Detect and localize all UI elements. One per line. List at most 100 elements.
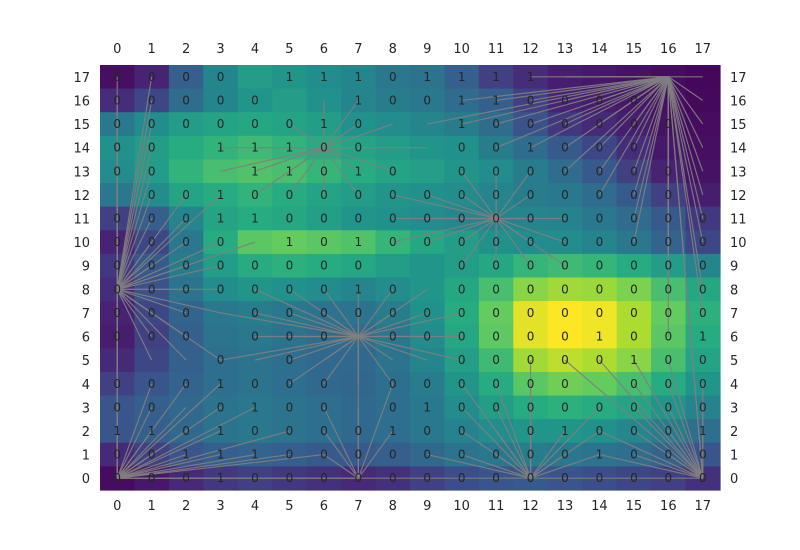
heatmap-cell: [203, 112, 239, 137]
network-edge: [116, 383, 187, 479]
cell-value-label: 0: [217, 93, 225, 107]
network-edge: [357, 288, 394, 337]
network-edge: [289, 335, 359, 361]
cell-value-label: 0: [561, 400, 569, 414]
y-tick-label-left: 1: [82, 449, 90, 464]
network-lines: [116, 76, 704, 479]
cell-value-label: 1: [355, 70, 363, 84]
cell-value-label: 0: [113, 93, 121, 107]
x-tick-label-top: 16: [660, 42, 677, 57]
cell-value-label: 0: [423, 188, 431, 202]
network-edge: [633, 76, 669, 219]
x-tick-label-bottom: 13: [557, 499, 574, 514]
network-edge: [323, 123, 359, 149]
heatmap-cell: [685, 301, 721, 326]
cell-value-label: 1: [217, 188, 225, 202]
cell-value-label: 0: [492, 306, 500, 320]
heatmap-cell: [272, 442, 308, 467]
network-edge: [461, 76, 669, 125]
cell-value-label: 0: [665, 117, 673, 131]
cell-value-label: 0: [665, 377, 673, 391]
network-edge: [117, 288, 221, 314]
heatmap-cell: [341, 65, 377, 90]
y-tick-label-left: 15: [73, 118, 90, 133]
network-edge: [116, 406, 187, 479]
x-tick-label-top: 1: [148, 42, 156, 57]
heatmap-cell: [168, 159, 204, 184]
cell-value-label: 0: [699, 353, 707, 367]
y-tick-label-right: 1: [730, 449, 738, 464]
cell-labels: 0 0 0 0 1 1 1 0 1 1 1 1 0 0 0 0 0 1 0 0 1 1 0 0 0 0 0 0 0 0 0 0 1 0 1 0 0 0 0 0…: [113, 70, 706, 485]
x-tick-label-top: 0: [113, 42, 121, 57]
network-edge: [633, 76, 669, 172]
heatmap-cell: [685, 253, 721, 279]
cell-value-label: 0: [389, 235, 397, 249]
cell-value-label: 1: [217, 424, 225, 438]
network-edge: [289, 123, 325, 149]
network-edge: [667, 76, 704, 101]
cell-value-label: 1: [355, 93, 363, 107]
heatmap-cell: [168, 65, 204, 90]
cell-value-label: 1: [355, 164, 363, 178]
heatmap-cell: [306, 253, 342, 279]
cell-value-label: 0: [286, 424, 294, 438]
network-edge: [357, 336, 394, 385]
cell-value-label: 0: [217, 70, 225, 84]
heatmap-cell: [272, 230, 308, 255]
cell-value-label: 1: [596, 448, 604, 462]
x-tick-label-top: 7: [354, 42, 362, 57]
network-edge: [427, 194, 497, 220]
network-edge: [598, 359, 704, 479]
cell-value-label: 0: [148, 377, 156, 391]
cell-value-label: 0: [182, 306, 190, 320]
x-tick-label-bottom: 14: [591, 499, 608, 514]
network-edge: [254, 288, 359, 338]
network-edge: [667, 76, 704, 196]
cell-value-label: 0: [423, 306, 431, 320]
network-edge: [633, 76, 669, 148]
network-edge: [530, 430, 600, 479]
cell-value-label: 0: [148, 282, 156, 296]
heatmap-cell: [478, 277, 514, 302]
y-tick-label-left: 17: [73, 71, 90, 86]
cell-value-label: 0: [596, 211, 604, 225]
cell-value-label: 0: [596, 235, 604, 249]
axis-ticks: 0011223344556677889910101111121213131414…: [73, 42, 746, 514]
network-edge: [117, 430, 290, 479]
x-tick-label-top: 11: [488, 42, 505, 57]
y-tick-label-left: 14: [73, 142, 90, 157]
cell-value-label: 1: [286, 70, 294, 84]
y-tick-label-right: 8: [730, 283, 738, 298]
heatmap-cell: [513, 324, 549, 349]
cell-value-label: 0: [320, 448, 328, 462]
y-tick-label-left: 10: [73, 236, 90, 251]
cell-value-label: 0: [630, 471, 638, 485]
cell-value-label: 0: [561, 377, 569, 391]
x-tick-label-bottom: 17: [695, 499, 712, 514]
network-edge: [427, 76, 669, 125]
heatmap-cell: [272, 88, 308, 113]
heatmap-cell: [547, 301, 583, 326]
network-edge: [323, 147, 393, 172]
cell-value-label: 0: [182, 235, 190, 249]
y-tick-label-right: 5: [730, 354, 738, 369]
cell-value-label: 0: [148, 471, 156, 485]
network-edge: [495, 217, 566, 267]
cell-value-label: 0: [492, 471, 500, 485]
cell-value-label: 0: [251, 188, 259, 202]
cell-value-label: 0: [596, 188, 604, 202]
cell-value-label: 0: [527, 235, 535, 249]
network-edge: [254, 312, 359, 338]
y-tick-label-left: 9: [82, 260, 90, 275]
network-edge: [530, 76, 669, 125]
heatmap-cell: [237, 371, 273, 397]
cell-value-label: 0: [527, 259, 535, 273]
cell-value-label: 0: [217, 235, 225, 249]
heatmap-cell: [272, 183, 308, 208]
y-tick-label-right: 13: [730, 165, 747, 180]
heatmap-cell: [203, 183, 239, 208]
network-edge: [599, 453, 703, 479]
heatmap-cell: [237, 112, 273, 137]
cell-value-label: 0: [320, 188, 328, 202]
cell-value-label: 0: [665, 282, 673, 296]
